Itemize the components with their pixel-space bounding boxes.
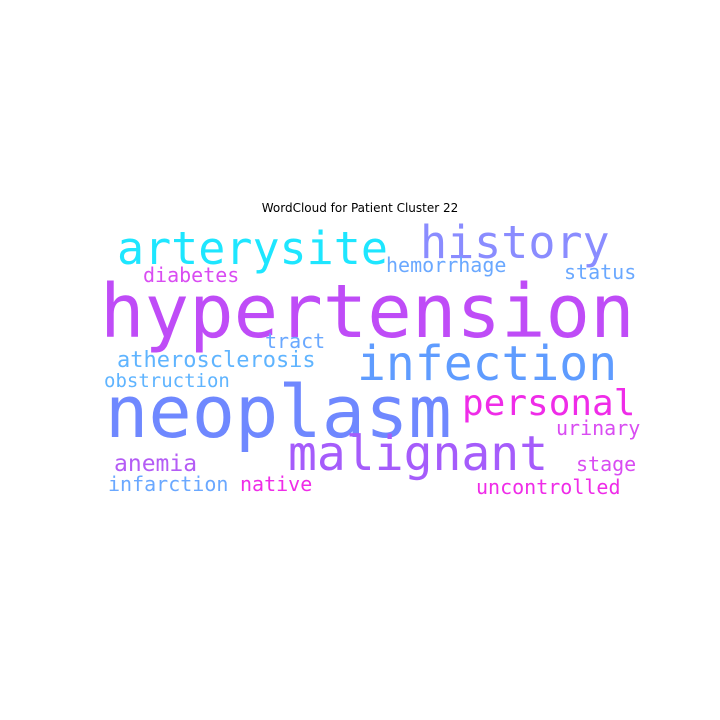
word-native: native (240, 472, 313, 496)
word-malignant: malignant (288, 426, 549, 482)
word-tract: tract (265, 329, 326, 353)
word-diabetes: diabetes (143, 263, 240, 287)
word-arterysite: arterysite (117, 222, 388, 275)
word-infarction: infarction (108, 472, 229, 496)
word-status: status (564, 260, 637, 284)
word-urinary: urinary (556, 416, 641, 440)
word-hemorrhage: hemorrhage (386, 253, 507, 277)
word-atherosclerosis: atherosclerosis (117, 348, 316, 373)
word-neoplasm: neoplasm (105, 370, 452, 454)
chart-title: WordCloud for Patient Cluster 22 (261, 201, 459, 215)
word-anemia: anemia (114, 451, 198, 477)
word-infection: infection (357, 336, 618, 392)
word-stage: stage (576, 452, 637, 476)
word-personal: personal (462, 383, 636, 424)
word-hypertension: hypertension (100, 269, 635, 355)
word-obstruction: obstruction (104, 370, 230, 392)
word-uncontrolled: uncontrolled (476, 475, 621, 499)
word-history: history (420, 216, 610, 269)
